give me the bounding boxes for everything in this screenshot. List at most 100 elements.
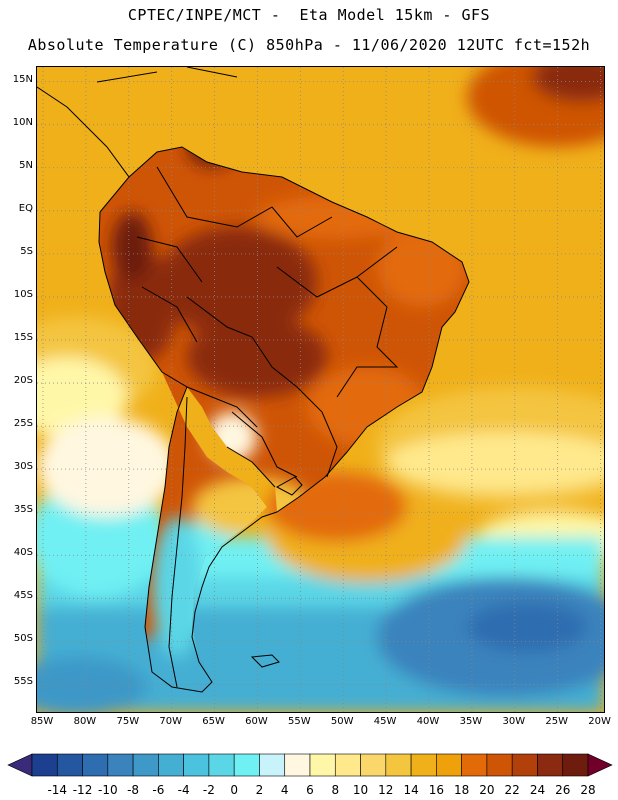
colorbar-label: 8 (331, 783, 340, 797)
central-america (37, 86, 130, 178)
longitude-label: 50W (330, 716, 354, 727)
colorbar-segment (82, 753, 109, 777)
longitude-label: 25W (545, 716, 568, 727)
colorbar-label: -2 (202, 783, 215, 797)
colorbar-segment (158, 753, 184, 777)
colorbar-segment (183, 753, 210, 777)
colorbar-label: -14 (47, 783, 68, 797)
longitude-label: 65W (202, 716, 225, 727)
colorbar-segment (537, 753, 564, 777)
colorbar-low-arrow (7, 753, 33, 777)
hottest-andes (112, 212, 152, 282)
latitude-label: 50S (13, 633, 33, 645)
latitude-label: 35S (13, 504, 33, 516)
latitude-label: 30S (13, 461, 33, 473)
colorbar-label: 20 (479, 783, 495, 797)
colorbar-segment (56, 753, 83, 777)
hot-core-center (187, 317, 327, 397)
longitude-label: 30W (502, 716, 526, 727)
temperature-map (36, 66, 605, 713)
longitude-label: 20W (588, 716, 611, 727)
colorbar-high-arrow (587, 753, 613, 777)
north-borders (156, 166, 333, 238)
colorbar-segment (385, 753, 412, 777)
latitude-label: 10N (12, 116, 33, 128)
argentina-chile (168, 396, 188, 688)
south-america-coast (98, 146, 470, 693)
political-borders (37, 67, 470, 693)
longitude-label: 40W (416, 716, 440, 727)
longitude-label: 70W (159, 716, 182, 727)
andean-borders (136, 236, 258, 428)
latitude-label: 20S (13, 375, 33, 387)
warm-ocean-ne-core (532, 67, 604, 102)
colorbar-segment (486, 753, 513, 777)
colorbar-label: -6 (152, 783, 165, 797)
latitude-label: 25S (13, 418, 33, 430)
longitude-label: 85W (30, 716, 54, 727)
brazil-states (276, 246, 399, 398)
ocean-temperature-field (37, 67, 604, 712)
brazil-border (186, 296, 338, 478)
colorbar-segment (31, 753, 58, 777)
colorbar-label: 2 (255, 783, 264, 797)
colorbar-label: 0 (230, 783, 238, 797)
latitude-label: 15S (13, 331, 33, 343)
colorbar-label: -10 (98, 783, 118, 797)
colorbar-segment (309, 753, 336, 777)
colorbar-label: -4 (177, 783, 190, 797)
pacific-pale (37, 417, 177, 517)
longitude-label: 55W (288, 716, 311, 727)
colorbar-label: 10 (352, 783, 369, 797)
latitude-label: 40S (13, 547, 33, 559)
colorbar-label: 16 (428, 783, 444, 797)
falklands (250, 654, 280, 668)
colorbar-label: 24 (529, 783, 546, 797)
colorbar-segment (334, 753, 361, 777)
andes-south-cold (152, 517, 202, 657)
colorbar-segment (360, 753, 387, 777)
colorbar-segment (562, 753, 589, 777)
colorbar-segment (132, 753, 159, 777)
latitude-label: 15N (12, 73, 33, 85)
colorbar-label: 28 (580, 783, 596, 797)
longitude-label: 45W (373, 716, 397, 727)
longitude-label: 60W (245, 716, 268, 727)
colorbar-segment (511, 753, 538, 777)
colorbar-label: 6 (306, 783, 314, 797)
latitude-label: 5N (19, 159, 33, 171)
hot-core-amazon (157, 227, 317, 337)
colorbar-segment (284, 753, 311, 777)
latitude-label: EQ (18, 202, 33, 214)
uruguay-paraguay (231, 411, 298, 478)
longitude-label: 35W (459, 716, 483, 727)
rio-plata (275, 476, 303, 496)
cool-pacific-2 (37, 357, 127, 437)
colorbar-segment (107, 753, 134, 777)
colorbar-label: 26 (555, 783, 571, 797)
colorbar-segment (208, 753, 235, 777)
colorbar-segment (259, 753, 286, 777)
colorbar-segment (436, 753, 462, 777)
temperature-colorbar (0, 752, 618, 800)
colorbar-label: 12 (378, 783, 394, 797)
map-title-line-2: Absolute Temperature (C) 850hPa - 11/06/… (27, 36, 591, 54)
colorbar-label: -8 (127, 783, 140, 797)
colorbar-label: 14 (403, 783, 419, 797)
latitude-label: 45S (13, 590, 33, 602)
longitude-label: 80W (73, 716, 97, 727)
latitude-label: 55S (13, 676, 33, 688)
map-title-line-1: CPTEC/INPE/MCT - Eta Model 15km - GFS (127, 6, 491, 24)
colorbar-label: 4 (280, 783, 289, 797)
graticule (37, 67, 604, 712)
colorbar-label: 18 (453, 783, 470, 797)
colorbar-segment (461, 753, 488, 777)
cold-core-west (37, 657, 147, 712)
colorbar-label: 22 (504, 783, 520, 797)
cold-core-deep (467, 602, 587, 652)
caribbean-islands (96, 67, 238, 83)
latitude-label: 5S (20, 245, 33, 257)
cool-atlantic-band (387, 432, 604, 492)
latitude-label: 10S (13, 288, 33, 300)
colorbar-segment (410, 753, 437, 777)
